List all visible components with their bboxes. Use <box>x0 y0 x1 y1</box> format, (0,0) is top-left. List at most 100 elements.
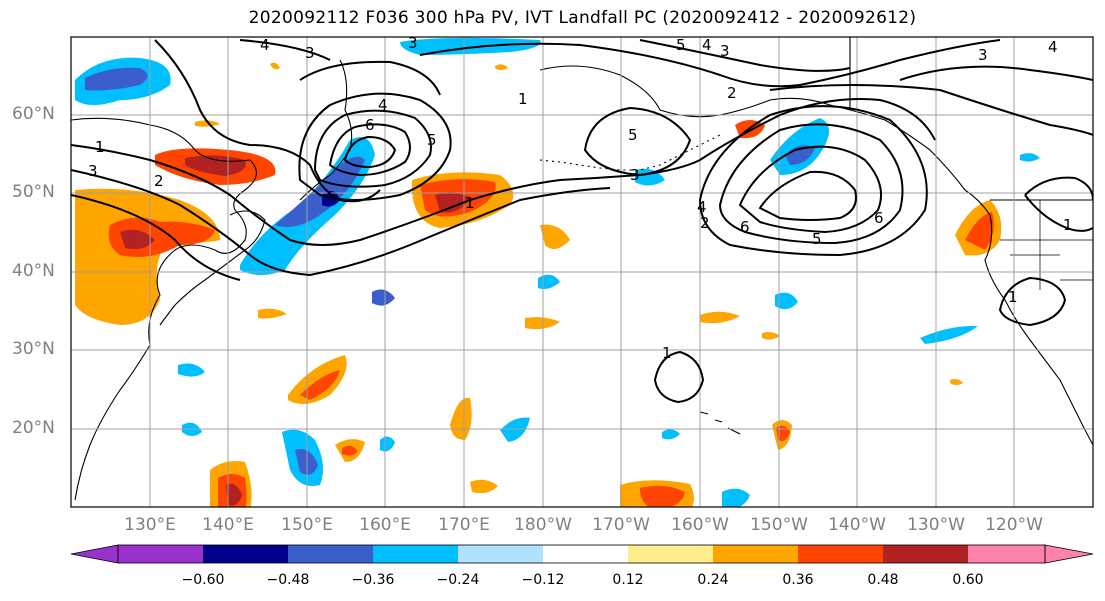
lat-label: 50°N <box>12 182 55 202</box>
contour-ring-f <box>698 105 928 257</box>
shade-blob <box>965 212 994 250</box>
shade-blob <box>226 483 242 506</box>
colorbar-segment <box>118 545 203 563</box>
contour-label: 6 <box>874 209 884 227</box>
map-plot-area: 4 3 1 3 2 3 1 4 6 5 1 5 4 3 2 5 3 4 2 6 … <box>71 34 1093 507</box>
shade-blob <box>470 479 498 494</box>
lon-label: 160°E <box>359 515 411 535</box>
contour-ring-a <box>298 92 452 201</box>
shade-blob <box>762 332 780 340</box>
colorbar-segment <box>203 545 288 563</box>
shade-blob <box>495 64 508 70</box>
map-frame <box>70 36 1094 508</box>
contour-label: 1 <box>1008 288 1018 306</box>
shade-blob <box>640 485 685 507</box>
shade-blob <box>185 155 246 176</box>
shade-blob <box>700 311 740 324</box>
contour-label: 3 <box>408 34 418 52</box>
contour-label: 5 <box>676 36 686 54</box>
map-title: 2020092112 F036 300 hPa PV, IVT Landfall… <box>248 8 917 28</box>
contour-top <box>419 39 1001 88</box>
alaska-coast <box>539 65 991 216</box>
lon-label: 130°E <box>124 515 176 535</box>
contour-ring-g <box>718 123 904 245</box>
shade-blob <box>275 156 365 228</box>
colorbar <box>70 544 1094 564</box>
gridlines <box>71 37 1093 507</box>
colorbar-segment <box>458 545 543 563</box>
shade-blob <box>400 37 541 55</box>
contour-label: 1 <box>662 344 672 362</box>
colorbar-tick-label: 0.60 <box>952 572 984 588</box>
contour-ring-d <box>343 135 397 169</box>
lat-label: 20°N <box>12 418 55 438</box>
lon-label: 150°W <box>750 515 808 535</box>
contour-ring-e-coast <box>1024 176 1093 232</box>
contour-ring-hawaii <box>653 350 705 404</box>
colorbar-under-arrow <box>70 544 119 564</box>
colorbar-segment <box>288 545 373 563</box>
contour-label: 4 <box>697 198 707 216</box>
contour-ring-h <box>738 145 882 234</box>
shade-blob <box>540 224 570 249</box>
contour-label: 3 <box>978 46 988 64</box>
shade-blob <box>1020 153 1040 162</box>
contour-label: 1 <box>1063 216 1073 234</box>
lat-label: 30°N <box>12 339 55 359</box>
lon-label: 120°W <box>985 515 1043 535</box>
shade-blob <box>380 436 395 452</box>
shade-blob <box>270 62 280 70</box>
colorbar-segment <box>713 545 798 563</box>
lon-label: 140°W <box>828 515 886 535</box>
contour-label: 1 <box>518 90 528 108</box>
contour-2 <box>71 169 611 277</box>
contour-label: 3 <box>720 42 730 60</box>
shade-blob <box>300 370 340 400</box>
contour-label: 5 <box>427 131 437 149</box>
shade-blob <box>662 429 680 440</box>
contour-label: 1 <box>465 194 475 212</box>
contour-5 <box>299 60 441 96</box>
contour-label: 2 <box>154 172 164 190</box>
colorbar-segment <box>798 545 883 563</box>
colorbar-segment <box>543 545 628 563</box>
shade-blob <box>178 363 205 377</box>
contour-label: 4 <box>1048 38 1058 56</box>
contour-label: 4 <box>378 96 388 114</box>
lat-label: 40°N <box>12 261 55 281</box>
colorbar-tick-label: −0.24 <box>436 572 480 588</box>
shade-blob <box>500 417 530 442</box>
contour-ring-b <box>313 109 432 188</box>
lon-label: 170°E <box>438 515 490 535</box>
shade-blob <box>288 355 347 404</box>
shade-blob <box>120 229 155 249</box>
lon-label: 160°W <box>671 515 729 535</box>
contour-label: 3 <box>305 44 315 62</box>
contour-label: 3 <box>88 162 98 180</box>
aleutians <box>539 134 721 171</box>
ivt-contours <box>71 39 1093 404</box>
contour-label: 6 <box>365 116 375 134</box>
contour-ring-e <box>583 106 692 177</box>
colorbar-segment <box>883 545 968 563</box>
shade-blob <box>920 325 978 344</box>
colorbar-tick-label: 0.36 <box>782 572 814 588</box>
colorbar-segment <box>628 545 713 563</box>
lon-label: 170°W <box>592 515 650 535</box>
colorbar-tick-label: −0.60 <box>181 572 225 588</box>
contour-label: 5 <box>628 126 638 144</box>
colorbar-tick-label: 0.48 <box>867 572 899 588</box>
colorbar-segment <box>373 545 458 563</box>
contour-top-2 <box>239 39 851 72</box>
contour-ring-c <box>328 123 411 177</box>
shade-blob <box>342 445 358 456</box>
colorbar-tick-label: −0.12 <box>521 572 565 588</box>
colorbar-tick-label: 0.12 <box>612 572 644 588</box>
colorbar-segment <box>968 545 1045 563</box>
shade-blob <box>950 379 963 385</box>
us-states <box>1000 200 1093 290</box>
lon-label: 180°W <box>514 515 572 535</box>
lon-label: 140°E <box>202 515 254 535</box>
contour-label: 2 <box>727 84 737 102</box>
